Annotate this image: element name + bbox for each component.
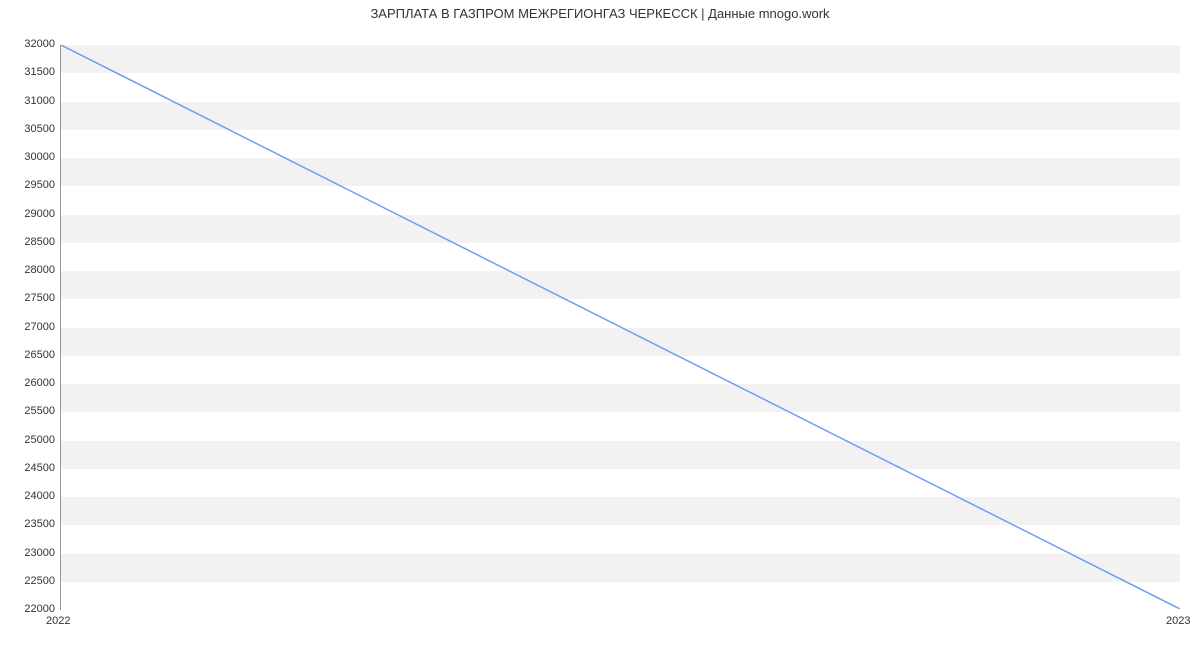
x-tick-label: 2023 — [1166, 615, 1190, 627]
y-tick-label: 22500 — [5, 575, 55, 587]
y-tick-label: 27500 — [5, 292, 55, 304]
x-tick-label: 2022 — [46, 615, 70, 627]
chart-title: ЗАРПЛАТА В ГАЗПРОМ МЕЖРЕГИОНГАЗ ЧЕРКЕССК… — [0, 6, 1200, 21]
y-tick-label: 25500 — [5, 405, 55, 417]
salary-line-chart: ЗАРПЛАТА В ГАЗПРОМ МЕЖРЕГИОНГАЗ ЧЕРКЕССК… — [0, 0, 1200, 650]
y-tick-label: 30000 — [5, 151, 55, 163]
series-line — [61, 45, 1180, 609]
y-tick-label: 23000 — [5, 547, 55, 559]
y-tick-label: 31000 — [5, 95, 55, 107]
y-tick-label: 22000 — [5, 603, 55, 615]
y-tick-label: 26500 — [5, 349, 55, 361]
y-tick-label: 24500 — [5, 462, 55, 474]
y-tick-label: 32000 — [5, 38, 55, 50]
line-series — [61, 45, 1180, 609]
plot-area — [60, 45, 1180, 610]
y-tick-label: 29500 — [5, 179, 55, 191]
y-tick-label: 28000 — [5, 264, 55, 276]
y-tick-label: 23500 — [5, 518, 55, 530]
y-tick-label: 24000 — [5, 490, 55, 502]
y-tick-label: 29000 — [5, 208, 55, 220]
y-tick-label: 31500 — [5, 66, 55, 78]
y-tick-label: 30500 — [5, 123, 55, 135]
y-tick-label: 27000 — [5, 321, 55, 333]
y-tick-label: 28500 — [5, 236, 55, 248]
y-tick-label: 25000 — [5, 434, 55, 446]
y-tick-label: 26000 — [5, 377, 55, 389]
